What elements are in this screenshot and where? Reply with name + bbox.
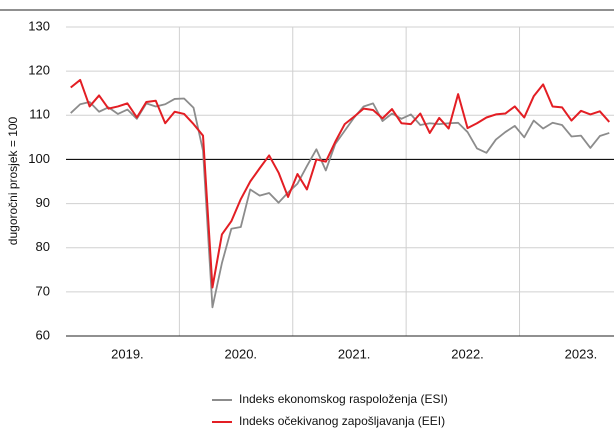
series-line	[70, 78, 611, 289]
y-tick-label: 80	[36, 239, 50, 254]
x-tick-label: 2021.	[338, 346, 371, 361]
x-tick-label: 2022.	[451, 346, 484, 361]
y-tick-label: 60	[36, 327, 50, 342]
legend-label: Indeks očekivanog zapošljavanja (EEI)	[239, 414, 445, 428]
series-line	[70, 97, 610, 309]
x-tick-label: 2019.	[111, 346, 144, 361]
x-tick-label: 2023.	[565, 346, 598, 361]
legend-label: Indeks ekonomskog raspoloženja (ESI)	[239, 392, 448, 406]
y-tick-label: 90	[36, 195, 50, 210]
y-tick-label: 130	[28, 18, 50, 33]
x-tick-label: 2020.	[225, 346, 258, 361]
y-tick-label: 70	[36, 283, 50, 298]
y-tick-label: 110	[29, 107, 50, 122]
y-axis-label: dugoročni prosjek = 100	[6, 116, 20, 245]
y-tick-label: 120	[28, 63, 50, 78]
y-tick-label: 100	[28, 151, 50, 166]
